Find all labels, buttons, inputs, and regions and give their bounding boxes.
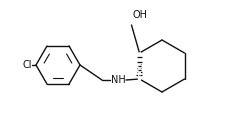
Text: Cl: Cl — [22, 60, 32, 70]
Text: NH: NH — [111, 75, 125, 85]
Text: OH: OH — [133, 10, 148, 20]
